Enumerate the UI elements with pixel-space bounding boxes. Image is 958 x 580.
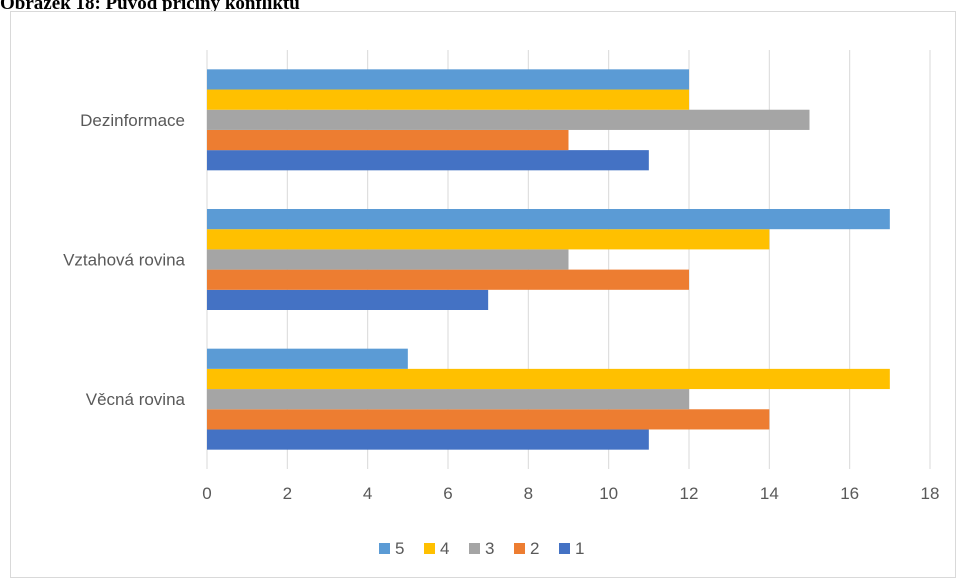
legend-label-2: 2	[530, 539, 539, 558]
bar-vztahová-rovina-series-2	[207, 269, 689, 290]
x-tick-label-10: 10	[599, 484, 618, 503]
legend-swatch-1	[559, 543, 570, 554]
x-tick-label-6: 6	[443, 484, 452, 503]
x-tick-label-4: 4	[363, 484, 372, 503]
legend-label-1: 1	[575, 539, 584, 558]
category-label-2: Dezinformace	[80, 111, 185, 130]
x-tick-label-0: 0	[202, 484, 211, 503]
legend-swatch-5	[379, 543, 390, 554]
bar-vztahová-rovina-series-4	[207, 229, 770, 250]
bar-věcná-rovina-series-3	[207, 389, 689, 410]
legend-label-3: 3	[485, 539, 494, 558]
x-tick-label-8: 8	[524, 484, 533, 503]
bar-věcná-rovina-series-5	[207, 348, 408, 369]
bar-dezinformace-series-2	[207, 129, 569, 151]
bar-věcná-rovina-series-1	[207, 429, 649, 450]
chart-area: 0 2 4 6 8 10 12 14 16 18 Věcná rovina Vztahová rovi…	[10, 11, 956, 578]
legend-swatch-2	[514, 543, 525, 554]
bar-dezinformace-series-3	[207, 109, 810, 130]
bar-dezinformace-series-5	[207, 69, 689, 90]
bar-dezinformace-series-4	[207, 89, 689, 110]
x-tick-label-2: 2	[283, 484, 292, 503]
legend-label-5: 5	[395, 539, 404, 558]
bar-věcná-rovina-series-2	[207, 409, 770, 430]
legend-swatch-3	[469, 543, 480, 554]
bar-dezinformace-series-1	[207, 150, 649, 171]
category-label-1: Vztahová rovina	[63, 251, 185, 270]
bar-vztahová-rovina-series-1	[207, 289, 489, 310]
x-tick-label-14: 14	[760, 484, 779, 503]
bar-vztahová-rovina-series-5	[207, 209, 890, 230]
bar-věcná-rovina-series-4	[207, 368, 890, 390]
bar-vztahová-rovina-series-3	[207, 249, 569, 270]
x-tick-label-16: 16	[840, 484, 859, 503]
x-tick-label-12: 12	[680, 484, 699, 503]
legend-label-4: 4	[440, 539, 449, 558]
category-label-0: Věcná rovina	[86, 390, 186, 409]
x-tick-label-18: 18	[921, 484, 940, 503]
legend-swatch-4	[424, 543, 435, 554]
figure-caption: Obrázek 18: Původ příčiny konfliktu	[0, 0, 300, 14]
